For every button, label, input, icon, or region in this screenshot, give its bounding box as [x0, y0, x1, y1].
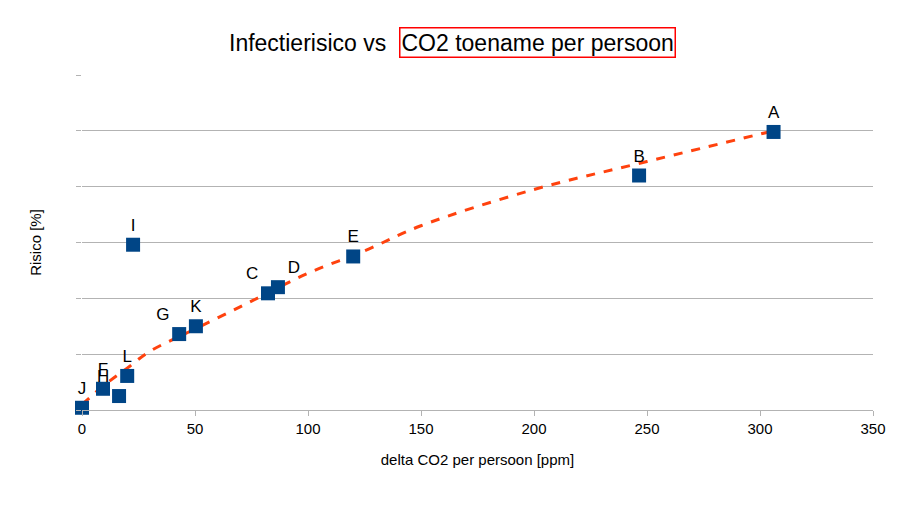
svg-text:300: 300 [747, 420, 772, 437]
svg-text:350: 350 [860, 420, 885, 437]
svg-text:I: I [131, 216, 136, 235]
svg-text:200: 200 [521, 420, 546, 437]
svg-text:C: C [246, 264, 258, 283]
svg-text:50: 50 [187, 420, 204, 437]
svg-text:J: J [78, 379, 87, 398]
svg-text:L: L [122, 347, 131, 366]
svg-text:delta CO2 per persoon [ppm]: delta CO2 per persoon [ppm] [381, 451, 574, 468]
svg-text:Risico [%]: Risico [%] [27, 209, 44, 276]
svg-text:K: K [190, 297, 202, 316]
svg-text:CO2 toename per persoon: CO2 toename per persoon [402, 30, 674, 56]
svg-text:E: E [348, 227, 359, 246]
svg-text:A: A [768, 103, 780, 122]
svg-text:250: 250 [634, 420, 659, 437]
svg-text:H: H [97, 367, 109, 386]
svg-text:G: G [156, 305, 169, 324]
svg-text:F: F [98, 360, 108, 379]
svg-text:Infectierisico vs: Infectierisico vs [229, 30, 393, 56]
svg-text:B: B [633, 147, 644, 166]
svg-text:100: 100 [295, 420, 320, 437]
svg-text:150: 150 [408, 420, 433, 437]
svg-text:D: D [288, 258, 300, 277]
svg-text:0: 0 [78, 420, 86, 437]
